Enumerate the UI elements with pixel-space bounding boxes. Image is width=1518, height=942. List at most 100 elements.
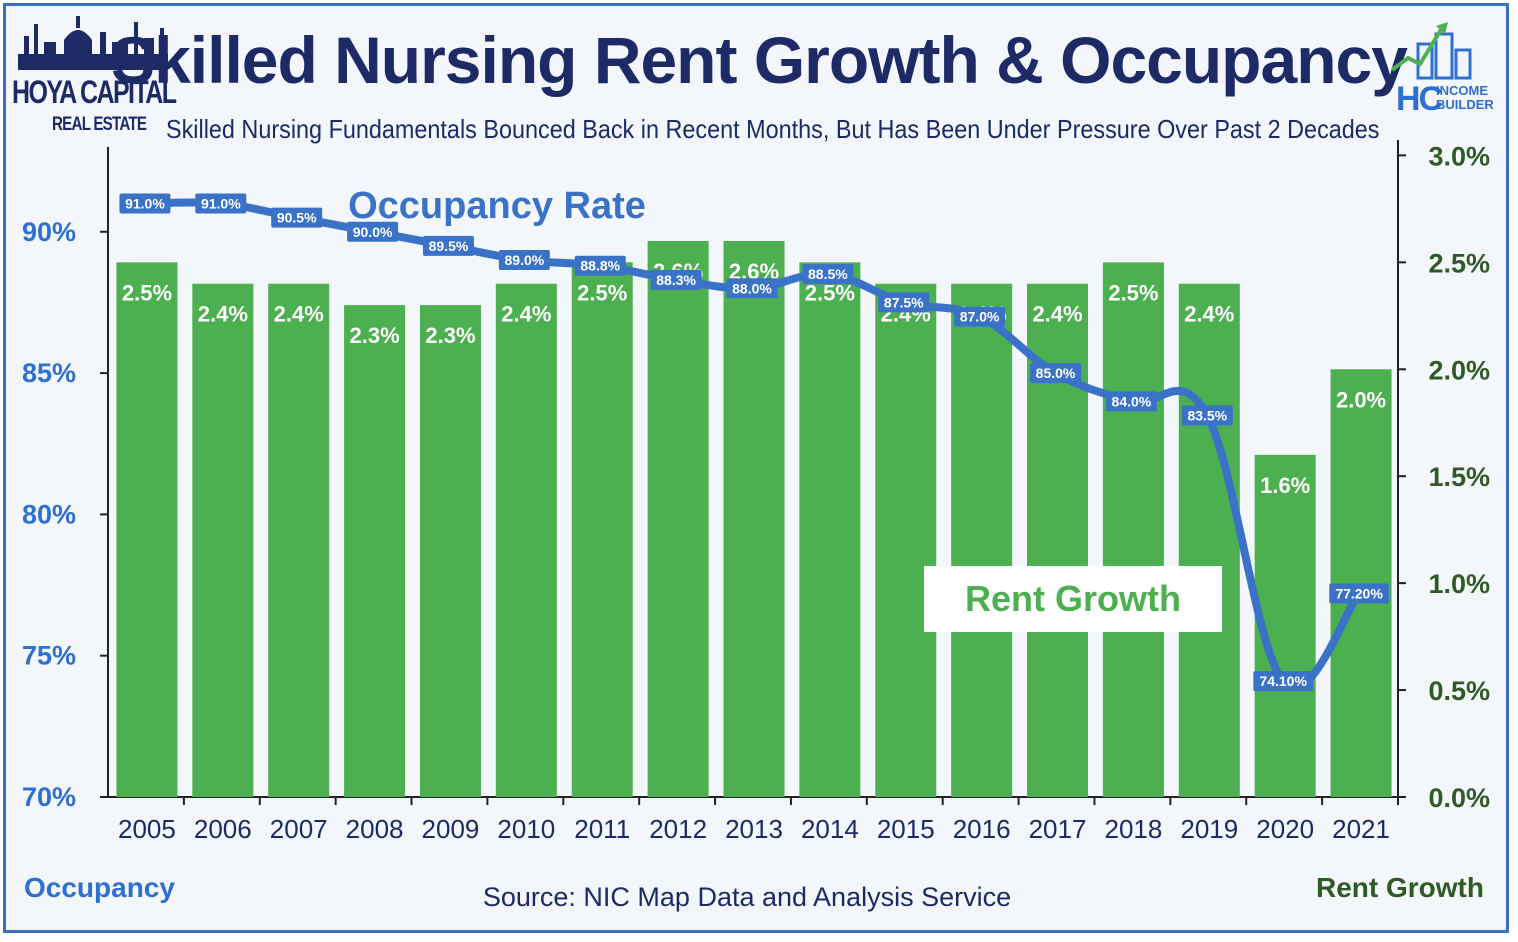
occupancy-value-label: 88.0%	[732, 280, 772, 296]
skyline-icon	[18, 16, 168, 70]
occupancy-label-bg	[1105, 391, 1157, 412]
bar-value-label: 2.4%	[501, 302, 551, 327]
bar-value-label: 2.5%	[122, 280, 172, 305]
occupancy-value-label: 90.5%	[277, 210, 317, 226]
occupancy-point-label: 87.0%	[954, 306, 1006, 327]
rent-growth-bar	[951, 283, 1013, 797]
bar-value-label: 2.4%	[274, 302, 324, 327]
rent-growth-label-box	[924, 566, 1222, 632]
occupancy-value-label: 88.8%	[580, 258, 620, 274]
bar-value-label: 2.5%	[805, 280, 855, 305]
occupancy-label-bg	[1253, 671, 1313, 692]
occupancy-label-bg	[878, 292, 930, 313]
bar-value-label: 1.6%	[1260, 473, 1310, 498]
bar-value-label: 2.4%	[198, 302, 248, 327]
right-tick-label: 2.0%	[1428, 355, 1490, 385]
source-note: Source: NIC Map Data and Analysis Servic…	[482, 882, 1012, 912]
rent-growth-bar	[192, 283, 254, 797]
bar-value-label: 2.3%	[350, 323, 400, 348]
occupancy-label-bg	[195, 193, 247, 214]
occupancy-value-label: 91.0%	[201, 196, 241, 212]
occupancy-label-bg	[802, 264, 854, 285]
occupancy-label-bg	[1329, 583, 1389, 604]
occupancy-point-label: 87.5%	[878, 292, 930, 313]
occupancy-label-bg	[1030, 363, 1082, 384]
left-tick-label: 75%	[22, 641, 76, 671]
occupancy-value-label: 88.5%	[808, 266, 848, 282]
occupancy-label-bg	[954, 306, 1006, 327]
occupancy-point-label: 90.0%	[347, 221, 399, 242]
occupancy-point-label: 77.20%	[1329, 583, 1389, 604]
occupancy-value-label: 89.0%	[505, 252, 545, 268]
rent-growth-bar	[116, 262, 178, 797]
x-tick-label: 2018	[1104, 814, 1162, 844]
occupancy-point-label: 84.0%	[1105, 391, 1157, 412]
occupancy-point-label: 88.3%	[650, 269, 702, 290]
bar-value-label: 2.4%	[1184, 302, 1234, 327]
x-tick-label: 2011	[574, 814, 630, 844]
left-tick-label: 90%	[22, 217, 76, 247]
rent-growth-bar	[419, 305, 481, 797]
left-tick-label: 85%	[22, 358, 76, 388]
occupancy-point-label: 90.5%	[271, 207, 323, 228]
right-tick-label: 0.0%	[1428, 783, 1490, 813]
occupancy-value-label: 77.20%	[1335, 586, 1383, 602]
income-builder-logo: HC INCOME BUILDER	[1390, 20, 1500, 120]
rent-growth-annotation: Rent Growth	[965, 578, 1181, 619]
occupancy-rate-annotation: Occupancy Rate	[348, 185, 646, 227]
x-tick-label: 2013	[725, 814, 783, 844]
occupancy-label-bg	[422, 235, 474, 256]
right-tick-label: 0.5%	[1428, 676, 1490, 706]
bar-value-label: 2.5%	[577, 280, 627, 305]
occupancy-point-label: 88.8%	[574, 255, 626, 276]
logo-right-mark: HC	[1396, 80, 1443, 118]
x-tick-label: 2005	[118, 814, 176, 844]
occupancy-point-label: 85.0%	[1030, 363, 1082, 384]
occupancy-value-label: 90.0%	[353, 224, 393, 240]
occupancy-point-label: 88.0%	[726, 278, 778, 299]
right-tick-label: 1.0%	[1428, 569, 1490, 599]
occupancy-value-label: 85.0%	[1036, 365, 1076, 381]
occupancy-label-bg	[650, 269, 702, 290]
right-tick-label: 2.5%	[1428, 248, 1490, 278]
x-tick-label: 2019	[1180, 814, 1238, 844]
left-tick-label: 80%	[22, 499, 76, 529]
hoya-capital-logo: HOYA CAPITAL REAL ESTATE	[12, 14, 177, 139]
chart-title: Skilled Nursing Rent Growth & Occupancy	[111, 23, 1408, 97]
rent-growth-bar	[799, 262, 861, 797]
logo-right-line1: INCOME	[1436, 83, 1488, 98]
logo-left-sub: REAL ESTATE	[52, 114, 147, 135]
occupancy-value-label: 89.5%	[429, 238, 469, 254]
occupancy-value-label: 84.0%	[1112, 393, 1152, 409]
x-tick-label: 2015	[877, 814, 935, 844]
occupancy-label-bg	[574, 255, 626, 276]
right-tick-label: 3.0%	[1428, 141, 1490, 171]
occupancy-point-label: 88.5%	[802, 264, 854, 285]
bar-value-label: 2.5%	[1108, 280, 1158, 305]
left-axis-title: Occupancy	[24, 872, 175, 903]
x-tick-label: 2014	[801, 814, 859, 844]
x-tick-label: 2017	[1029, 814, 1087, 844]
rent-growth-bar	[344, 305, 406, 797]
occupancy-label-bg	[119, 193, 171, 214]
occupancy-point-label: 74.10%	[1253, 671, 1313, 692]
occupancy-value-label: 74.10%	[1259, 673, 1307, 689]
occupancy-point-label: 89.5%	[422, 235, 474, 256]
occupancy-point-label: 91.0%	[195, 193, 247, 214]
x-tick-label: 2021	[1332, 814, 1390, 844]
occupancy-value-label: 87.5%	[884, 294, 924, 310]
occupancy-label-bg	[498, 250, 550, 271]
rent-growth-bar	[571, 262, 633, 797]
x-tick-label: 2009	[422, 814, 480, 844]
left-tick-label: 70%	[22, 782, 76, 812]
occupancy-value-label: 83.5%	[1187, 407, 1227, 423]
x-tick-label: 2012	[649, 814, 707, 844]
rent-growth-bar	[268, 283, 330, 797]
bar-value-label: 2.0%	[1336, 387, 1386, 412]
occupancy-point-label: 89.0%	[498, 250, 550, 271]
x-tick-label: 2006	[194, 814, 252, 844]
rent-growth-bar	[875, 283, 937, 797]
x-tick-label: 2008	[346, 814, 404, 844]
occupancy-value-label: 88.3%	[656, 272, 696, 288]
